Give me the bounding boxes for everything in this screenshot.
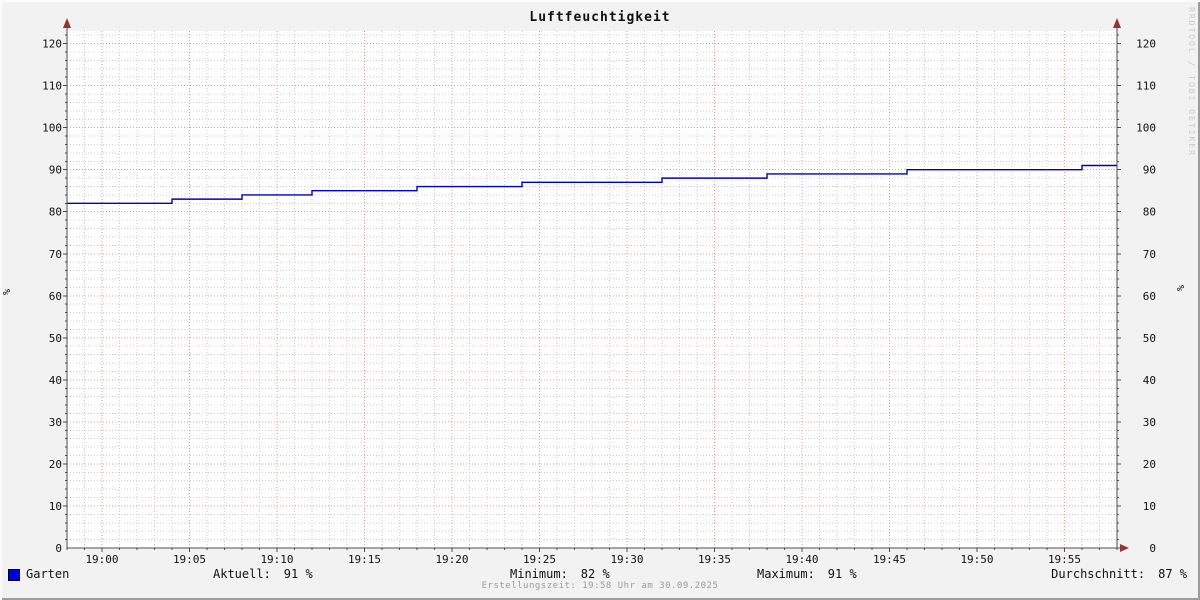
series-color-swatch: [8, 569, 20, 581]
svg-text:40: 40: [49, 374, 62, 387]
svg-text:110: 110: [42, 80, 62, 93]
stat-label: Minimum:: [510, 567, 568, 581]
stat-label: Aktuell:: [213, 567, 271, 581]
svg-text:90: 90: [1143, 164, 1156, 177]
svg-text:19:05: 19:05: [173, 553, 206, 566]
svg-text:19:40: 19:40: [785, 553, 818, 566]
stat-value: 91 %: [283, 567, 313, 581]
svg-text:19:10: 19:10: [260, 553, 293, 566]
svg-text:30: 30: [49, 416, 62, 429]
svg-text:%: %: [2, 289, 13, 295]
svg-text:80: 80: [1143, 206, 1156, 219]
stat-label: Maximum:: [757, 567, 815, 581]
svg-text:110: 110: [1136, 80, 1156, 93]
legend-series-name: Garten: [26, 567, 70, 581]
svg-text:0: 0: [1149, 542, 1156, 555]
legend-stat-aktuell: Aktuell: 91 %: [213, 567, 313, 581]
svg-text:19:20: 19:20: [435, 553, 468, 566]
stat-value: 82 %: [580, 567, 610, 581]
stat-value: 91 %: [827, 567, 857, 581]
stat-value: 87 %: [1158, 567, 1187, 581]
chart-title: Luftfeuchtigkeit: [529, 10, 671, 25]
svg-text:30: 30: [1143, 416, 1156, 429]
legend-stat-durchschnitt: Durchschnitt: 87 %: [1051, 567, 1187, 581]
svg-text:80: 80: [49, 206, 62, 219]
svg-text:70: 70: [49, 248, 62, 261]
svg-text:10: 10: [1143, 500, 1156, 513]
svg-text:60: 60: [49, 290, 62, 303]
svg-text:10: 10: [49, 500, 62, 513]
svg-text:70: 70: [1143, 248, 1156, 261]
svg-text:19:25: 19:25: [523, 553, 556, 566]
svg-text:100: 100: [1136, 122, 1156, 135]
svg-text:19:55: 19:55: [1048, 553, 1081, 566]
svg-text:50: 50: [1143, 332, 1156, 345]
svg-text:40: 40: [1143, 374, 1156, 387]
svg-text:19:30: 19:30: [610, 553, 643, 566]
svg-text:19:35: 19:35: [698, 553, 731, 566]
svg-text:90: 90: [49, 164, 62, 177]
svg-text:0: 0: [55, 542, 62, 555]
stat-label: Durchschnitt:: [1051, 567, 1146, 581]
legend-stat-maximum: Maximum: 91 %: [757, 567, 857, 581]
svg-text:100: 100: [42, 122, 62, 135]
svg-text:19:00: 19:00: [85, 553, 118, 566]
svg-text:50: 50: [49, 332, 62, 345]
svg-text:19:45: 19:45: [873, 553, 906, 566]
rrdtool-watermark: RRDTOOL / TOBI OETIKER: [1187, 7, 1196, 157]
creation-timestamp: Erstellungszeit: 19:58 Uhr am 30.09.2025: [481, 581, 719, 591]
svg-text:19:50: 19:50: [960, 553, 993, 566]
legend-row: Garten Aktuell: 91 % Minimum: 82 % Maximum…: [0, 566, 1200, 582]
svg-text:19:15: 19:15: [348, 553, 381, 566]
svg-text:20: 20: [49, 458, 62, 471]
legend-stat-minimum: Minimum: 82 %: [510, 567, 610, 581]
svg-text:%: %: [1174, 285, 1185, 291]
svg-text:120: 120: [1136, 38, 1156, 51]
svg-text:20: 20: [1143, 458, 1156, 471]
svg-text:60: 60: [1143, 290, 1156, 303]
svg-text:120: 120: [42, 38, 62, 51]
